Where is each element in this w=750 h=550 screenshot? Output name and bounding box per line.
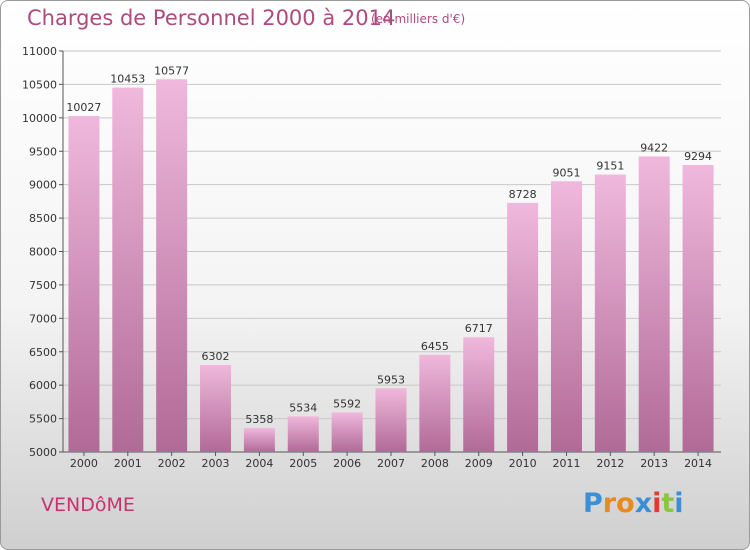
data-label: 6717 (465, 322, 493, 335)
x-tick-label: 2003 (202, 457, 230, 470)
bar (112, 87, 144, 452)
bar (463, 337, 495, 452)
data-label: 5534 (289, 401, 317, 414)
x-tick-label: 2013 (640, 457, 668, 470)
bar (638, 156, 670, 452)
data-label: 9151 (596, 160, 624, 173)
y-tick-label: 10500 (22, 78, 57, 91)
data-label: 9051 (552, 166, 580, 179)
y-tick-label: 8500 (29, 212, 57, 225)
logo-letter: r (602, 488, 617, 519)
bar (287, 416, 319, 452)
chart-title: Charges de Personnel 2000 à 2014 (27, 6, 396, 30)
bar (375, 388, 407, 452)
logo-letter: t (661, 488, 675, 519)
bar (243, 428, 275, 452)
y-tick-label: 7000 (29, 312, 57, 325)
y-tick-label: 10000 (22, 112, 57, 125)
y-tick-labels: 5000 5500 6000 6500 7000 7500 8000 8500 9000 9500… (22, 45, 57, 459)
data-label: 5592 (333, 397, 361, 410)
y-tick-label: 11000 (22, 45, 57, 58)
data-label: 6302 (202, 350, 230, 363)
y-tick-label: 6500 (29, 346, 57, 359)
y-tick-label: 9500 (29, 145, 57, 158)
city-name: VENDôME (41, 494, 135, 516)
data-label: 10453 (110, 73, 145, 86)
bar (507, 202, 539, 452)
x-tick-labels: 2000 2001 2002 2003 2004 2005 2006 2007 2008 2009… (70, 452, 712, 470)
x-tick-label: 2011 (552, 457, 580, 470)
bar (594, 174, 626, 452)
unit-note: (en milliers d'€) (371, 12, 466, 26)
y-tick-label: 7500 (29, 279, 57, 292)
data-label: 9422 (640, 141, 668, 154)
bar (331, 412, 363, 452)
bars (68, 79, 714, 452)
x-tick-label: 2006 (333, 457, 361, 470)
y-tick-label: 5000 (29, 446, 57, 459)
logo-letter: x (634, 488, 653, 519)
x-tick-label: 2010 (509, 457, 537, 470)
x-tick-label: 2007 (377, 457, 405, 470)
data-label: 5358 (245, 413, 273, 426)
x-tick-label: 2000 (70, 457, 98, 470)
data-label: 9294 (684, 150, 712, 163)
bar (419, 354, 451, 452)
data-label: 8728 (509, 188, 537, 201)
logo-letter: i (674, 488, 684, 519)
x-tick-label: 2014 (684, 457, 712, 470)
bar (156, 79, 188, 452)
bar (68, 116, 100, 452)
bar (550, 181, 582, 452)
x-tick-label: 2008 (421, 457, 449, 470)
y-tick-label: 6000 (29, 379, 57, 392)
data-label: 10577 (154, 64, 189, 77)
logo-letter: P (583, 488, 603, 519)
y-tick-label: 5500 (29, 413, 57, 426)
y-tick-label: 9000 (29, 179, 57, 192)
logo-letter: i (652, 488, 662, 519)
data-label: 6455 (421, 340, 449, 353)
data-labels: 10027 10453 10577 6302 5358 5534 5592 5953 6455 6… (66, 64, 712, 426)
data-label: 5953 (377, 373, 405, 386)
x-tick-label: 2005 (289, 457, 317, 470)
x-tick-label: 2009 (465, 457, 493, 470)
y-tick-label: 8000 (29, 246, 57, 259)
x-tick-label: 2004 (245, 457, 273, 470)
proxiti-logo: Proxiti (583, 488, 684, 519)
x-tick-label: 2012 (596, 457, 624, 470)
data-label: 10027 (66, 101, 101, 114)
bar (682, 165, 714, 452)
logo-letter: o (616, 488, 635, 519)
x-tick-label: 2001 (114, 457, 142, 470)
x-tick-label: 2002 (158, 457, 186, 470)
bar (200, 364, 232, 452)
